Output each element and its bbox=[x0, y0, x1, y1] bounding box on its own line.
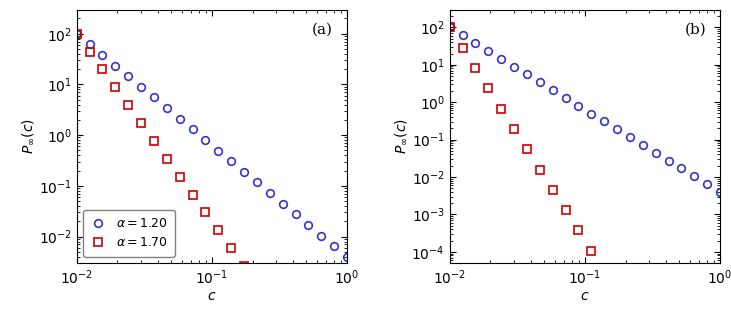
$\alpha = 1.20$ bbox=[317, 234, 326, 237]
$\alpha = 1.70$ bbox=[445, 25, 454, 29]
$\alpha = 1.70$ bbox=[536, 168, 545, 171]
$\alpha = 1.20$ bbox=[626, 135, 635, 139]
$\alpha = 1.20$ bbox=[638, 143, 647, 147]
Line: $\alpha = 1.20$: $\alpha = 1.20$ bbox=[73, 30, 351, 261]
$\alpha = 1.20$ bbox=[497, 57, 506, 61]
X-axis label: $c$: $c$ bbox=[580, 289, 590, 303]
$\alpha = 1.20$ bbox=[265, 191, 274, 195]
Y-axis label: $P_\infty(c)$: $P_\infty(c)$ bbox=[393, 118, 409, 154]
$\alpha = 1.20$ bbox=[548, 88, 557, 92]
$\alpha = 1.70$ bbox=[240, 264, 249, 268]
$\alpha = 1.20$ bbox=[330, 244, 338, 248]
$\alpha = 1.20$ bbox=[291, 212, 300, 216]
$\alpha = 1.70$ bbox=[613, 289, 621, 293]
$\alpha = 1.20$ bbox=[252, 181, 261, 184]
$\alpha = 1.20$ bbox=[536, 80, 545, 84]
$\alpha = 1.20$ bbox=[664, 159, 673, 163]
$\alpha = 1.20$ bbox=[484, 49, 493, 53]
$\alpha = 1.70$ bbox=[98, 68, 107, 71]
$\alpha = 1.20$ bbox=[613, 127, 621, 131]
$\alpha = 1.70$ bbox=[523, 147, 531, 151]
$\alpha = 1.20$ bbox=[677, 166, 686, 170]
$\alpha = 1.20$ bbox=[137, 85, 145, 89]
$\alpha = 1.20$ bbox=[702, 182, 711, 186]
$\alpha = 1.20$ bbox=[240, 170, 249, 174]
$\alpha = 1.70$ bbox=[497, 107, 506, 111]
$\alpha = 1.70$ bbox=[188, 193, 197, 197]
$\alpha = 1.70$ bbox=[72, 32, 81, 36]
$\alpha = 1.20$ bbox=[587, 112, 596, 115]
$\alpha = 1.70$ bbox=[214, 229, 223, 232]
$\alpha = 1.20$ bbox=[651, 151, 660, 155]
$\alpha = 1.20$ bbox=[214, 149, 223, 152]
$\alpha = 1.20$ bbox=[201, 138, 210, 142]
$\alpha = 1.70$ bbox=[600, 269, 609, 273]
Legend: $\alpha = 1.20$, $\alpha = 1.70$: $\alpha = 1.20$, $\alpha = 1.70$ bbox=[83, 210, 175, 257]
$\alpha = 1.20$ bbox=[574, 104, 583, 108]
$\alpha = 1.20$ bbox=[124, 74, 132, 78]
$\alpha = 1.70$ bbox=[137, 121, 145, 125]
$\alpha = 1.70$ bbox=[548, 188, 557, 192]
$\alpha = 1.70$ bbox=[626, 310, 635, 314]
$\alpha = 1.70$ bbox=[162, 157, 171, 161]
$\alpha = 1.70$ bbox=[252, 282, 261, 286]
$\alpha = 1.20$ bbox=[162, 106, 171, 110]
$\alpha = 1.20$ bbox=[150, 96, 159, 100]
$\alpha = 1.70$ bbox=[201, 210, 210, 214]
$\alpha = 1.20$ bbox=[690, 174, 699, 178]
$\alpha = 1.20$ bbox=[523, 73, 531, 76]
$\alpha = 1.70$ bbox=[574, 229, 583, 232]
Text: (b): (b) bbox=[685, 22, 707, 36]
$\alpha = 1.20$ bbox=[600, 120, 609, 123]
$\alpha = 1.20$ bbox=[445, 25, 454, 29]
$\alpha = 1.70$ bbox=[561, 208, 570, 212]
X-axis label: $c$: $c$ bbox=[207, 289, 216, 303]
$\alpha = 1.20$ bbox=[561, 96, 570, 100]
$\alpha = 1.70$ bbox=[150, 139, 159, 143]
$\alpha = 1.70$ bbox=[265, 300, 274, 304]
$\alpha = 1.20$ bbox=[175, 117, 184, 121]
$\alpha = 1.20$ bbox=[86, 42, 94, 46]
$\alpha = 1.20$ bbox=[471, 41, 480, 45]
Y-axis label: $P_\infty(c)$: $P_\infty(c)$ bbox=[20, 118, 36, 154]
Line: $\alpha = 1.70$: $\alpha = 1.70$ bbox=[73, 30, 351, 317]
$\alpha = 1.20$ bbox=[304, 223, 313, 227]
$\alpha = 1.20$ bbox=[716, 190, 724, 194]
$\alpha = 1.20$ bbox=[227, 159, 235, 163]
$\alpha = 1.20$ bbox=[279, 202, 287, 206]
$\alpha = 1.70$ bbox=[587, 249, 596, 253]
$\alpha = 1.70$ bbox=[471, 66, 480, 70]
$\alpha = 1.70$ bbox=[111, 86, 120, 89]
Line: $\alpha = 1.70$: $\alpha = 1.70$ bbox=[446, 23, 724, 317]
Line: $\alpha = 1.20$: $\alpha = 1.20$ bbox=[446, 23, 724, 196]
$\alpha = 1.70$ bbox=[227, 246, 235, 250]
$\alpha = 1.20$ bbox=[458, 33, 467, 37]
$\alpha = 1.70$ bbox=[458, 46, 467, 49]
$\alpha = 1.70$ bbox=[86, 50, 94, 54]
$\alpha = 1.20$ bbox=[111, 64, 120, 68]
$\alpha = 1.70$ bbox=[510, 127, 518, 131]
Text: (a): (a) bbox=[312, 22, 333, 36]
$\alpha = 1.70$ bbox=[175, 175, 184, 178]
$\alpha = 1.20$ bbox=[188, 127, 197, 131]
$\alpha = 1.20$ bbox=[98, 53, 107, 57]
$\alpha = 1.20$ bbox=[343, 255, 352, 259]
$\alpha = 1.70$ bbox=[124, 103, 132, 107]
$\alpha = 1.70$ bbox=[484, 87, 493, 90]
$\alpha = 1.20$ bbox=[72, 32, 81, 36]
$\alpha = 1.20$ bbox=[510, 65, 518, 68]
